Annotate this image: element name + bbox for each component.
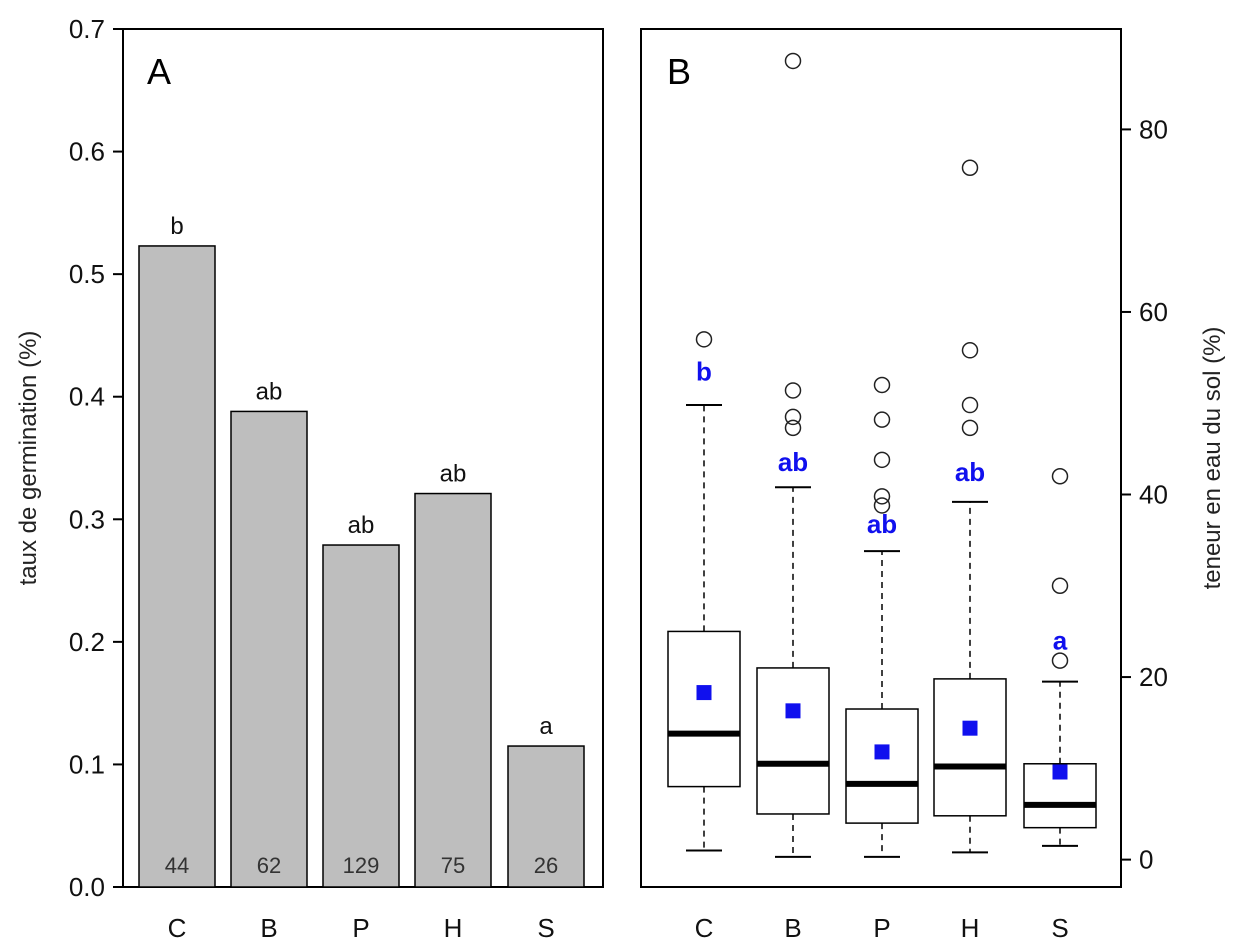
panel-a-x-tick-label: C [168, 913, 187, 942]
panel-b-frame [640, 28, 1122, 888]
box-B: ab [756, 52, 830, 858]
bar-P [322, 544, 400, 888]
box-group-letter: ab [955, 457, 985, 487]
panel-a-y-tick-label: 0.5 [69, 259, 105, 289]
outlier-point [873, 488, 891, 505]
panel-a-x-tick-label: P [352, 913, 369, 942]
panel-b-boxes: b ab ab ab a [667, 52, 1097, 858]
outlier-point [1051, 652, 1069, 669]
panel-b-y-tick-label: 20 [1139, 662, 1168, 692]
outlier-point [873, 497, 891, 514]
panel-b-x-tick-label: C [695, 913, 714, 942]
panel-b-y-tick-label: 0 [1139, 845, 1153, 875]
panel-a-x-tick-label: B [260, 913, 277, 942]
panel-a-y-tick-label: 0.3 [69, 504, 105, 534]
outlier-point [1051, 468, 1069, 485]
panel-b-y-tick-label: 40 [1139, 480, 1168, 510]
outlier-point [784, 419, 802, 437]
panel-a-label: A [147, 51, 171, 92]
panel-b-label: B [667, 51, 691, 92]
bar-n-label: 129 [343, 853, 380, 878]
outlier-point [784, 52, 802, 70]
box-group-letter: a [1053, 626, 1068, 656]
bar-group-letter: ab [348, 512, 375, 539]
interquartile-box [933, 678, 1007, 817]
panel-a-y-axis-label: taux de germination (%) [15, 331, 42, 586]
outlier-point [784, 408, 802, 426]
bar-n-label: 62 [257, 853, 281, 878]
interquartile-box [667, 630, 741, 788]
box-group-letter: ab [867, 509, 897, 539]
bar-group-letter: a [539, 713, 553, 740]
bar-H [414, 492, 492, 888]
bar-group-letter: ab [256, 378, 283, 405]
box-group-letter: ab [778, 447, 808, 477]
panel-b-y-axis: 0 20 40 60 80 [1121, 114, 1168, 875]
outlier-point [961, 419, 979, 437]
panel-b-x-tick-label: H [961, 913, 980, 942]
interquartile-box [756, 667, 830, 815]
bar-C [138, 245, 216, 888]
box-S: a [1023, 468, 1097, 847]
panel-a-y-tick-label: 0.0 [69, 872, 105, 902]
mean-marker [962, 720, 978, 736]
panel-b-x-tick-label: S [1051, 913, 1068, 942]
box-C: b [667, 331, 741, 852]
panel-a-x-tick-label: H [444, 913, 463, 942]
mean-marker [785, 703, 801, 719]
panel-a-bars: b 44 ab 62 ab 129 ab 75 a 26 [138, 213, 585, 888]
outlier-point [961, 396, 979, 414]
panel-a-y-tick-label: 0.1 [69, 749, 105, 779]
bar-S [507, 745, 585, 888]
bar-n-label: 26 [534, 853, 558, 878]
panel-a-bar-chart: A taux de germination (%) 0.00.10.20.30.… [15, 14, 604, 942]
outlier-point [784, 382, 802, 399]
panel-a-y-tick-label: 0.6 [69, 137, 105, 167]
outlier-point [873, 451, 891, 469]
outlier-point [1051, 577, 1069, 595]
panel-a-x-tick-label: S [537, 913, 554, 942]
panel-a-y-axis: 0.0 0.1 0.2 0.3 0.4 0.5 0.6 0.7 [69, 14, 123, 902]
box-H: ab [933, 159, 1007, 854]
panel-a-y-tick-label: 0.2 [69, 627, 105, 657]
bar-group-letter: b [170, 213, 183, 240]
mean-marker [1052, 764, 1068, 780]
box-P: ab [845, 376, 919, 858]
outlier-point [961, 342, 979, 359]
panel-b-x-tick-label: B [784, 913, 801, 942]
panel-b-y-tick-label: 60 [1139, 297, 1168, 327]
panel-a-y-tick-label: 0.4 [69, 382, 105, 412]
outlier-point [873, 376, 891, 394]
bar-n-label: 44 [165, 853, 189, 878]
interquartile-box [845, 708, 919, 824]
mean-marker [874, 744, 890, 760]
bar-B [230, 410, 308, 888]
panel-b-x-tick-label: P [873, 913, 890, 942]
panel-a-y-tick-label: 0.7 [69, 14, 105, 44]
outlier-point [873, 411, 891, 428]
outlier-point [961, 159, 979, 176]
outlier-point [695, 331, 713, 348]
panel-b-box-plot: B teneur en eau du sol (%) 0 20 40 60 80 b ab… [640, 28, 1226, 942]
panel-b-y-tick-label: 80 [1139, 114, 1168, 144]
bar-n-label: 75 [441, 853, 465, 878]
mean-marker [696, 685, 712, 701]
bar-group-letter: ab [440, 461, 467, 488]
box-group-letter: b [696, 356, 712, 386]
panel-b-y-axis-label: teneur en eau du sol (%) [1199, 327, 1226, 590]
